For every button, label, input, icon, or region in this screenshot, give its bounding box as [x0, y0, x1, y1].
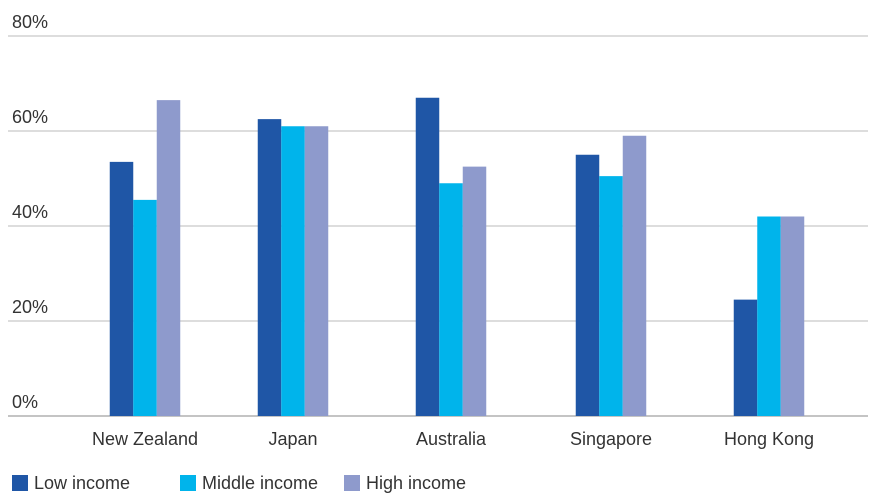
bars — [109, 97, 805, 416]
bar-new-zealand-middle-income — [133, 199, 157, 416]
legend-label-middle-income: Middle income — [202, 473, 318, 493]
y-tick-label: 80% — [12, 12, 48, 32]
bar-japan-middle-income — [281, 126, 305, 416]
x-tick-label: Singapore — [570, 429, 652, 449]
legend-swatch-high-income — [344, 475, 360, 491]
bar-australia-high-income — [462, 166, 487, 416]
legend: Low income Middle income High income — [12, 473, 466, 493]
bar-hong-kong-high-income — [780, 216, 805, 416]
y-tick-label: 60% — [12, 107, 48, 127]
x-tick-label: Hong Kong — [724, 429, 814, 449]
bar-new-zealand-low-income — [109, 161, 134, 416]
x-axis-ticks: New Zealand Japan Australia Singapore Hong K… — [92, 429, 814, 449]
legend-label-low-income: Low income — [34, 473, 130, 493]
x-tick-label: New Zealand — [92, 429, 198, 449]
y-tick-label: 20% — [12, 297, 48, 317]
x-tick-label: Australia — [416, 429, 487, 449]
y-tick-label: 0% — [12, 392, 38, 412]
bar-new-zealand-high-income — [156, 100, 181, 416]
bar-australia-low-income — [415, 97, 440, 416]
y-axis-ticks: 0% 20% 40% 60% 80% — [12, 12, 48, 412]
legend-label-high-income: High income — [366, 473, 466, 493]
bar-japan-high-income — [304, 126, 329, 416]
bar-hong-kong-middle-income — [757, 216, 781, 416]
bar-singapore-high-income — [622, 135, 647, 416]
legend-swatch-low-income — [12, 475, 28, 491]
bar-singapore-middle-income — [599, 176, 623, 416]
bar-japan-low-income — [257, 119, 282, 416]
y-tick-label: 40% — [12, 202, 48, 222]
bar-hong-kong-low-income — [733, 299, 758, 416]
bar-singapore-low-income — [575, 154, 600, 416]
bar-australia-middle-income — [439, 183, 463, 416]
x-tick-label: Japan — [268, 429, 317, 449]
legend-swatch-middle-income — [180, 475, 196, 491]
